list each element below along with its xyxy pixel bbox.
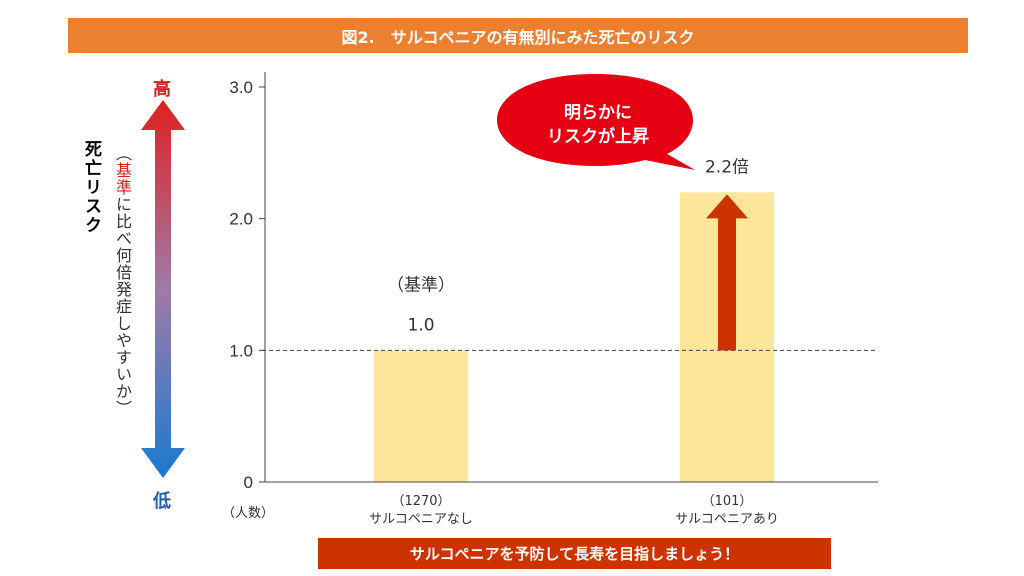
chart-title: 図2. サルコペニアの有無別にみた死亡のリスク: [68, 18, 968, 53]
note-red-word: 基準: [113, 162, 132, 196]
callout-line2: リスクが上昇: [547, 127, 649, 147]
y-axis-note: （基準に比べ何倍発症しやすいか）: [110, 145, 134, 417]
callout-bubble: [497, 74, 695, 170]
note-open: （: [113, 145, 132, 162]
reference-label: （基準）: [387, 275, 455, 295]
data-label: 2.2倍: [705, 157, 749, 177]
category-label: サルコペニアあり: [675, 512, 779, 527]
note-rest: に比べ何倍発症しやすいか）: [113, 196, 132, 417]
y-tick-label: 3.0: [229, 78, 253, 97]
y-tick-label: 0: [244, 473, 253, 492]
y-axis-title: 死亡リスク: [81, 140, 101, 235]
category-count: （1270）: [391, 494, 450, 509]
bar: [374, 350, 468, 482]
risk-gradient-arrow: [141, 100, 185, 478]
high-label: 高: [153, 79, 171, 100]
y-tick-label: 2.0: [229, 210, 253, 229]
people-count-label: （人数）: [222, 506, 275, 521]
callout-line1: 明らかに: [564, 103, 632, 123]
increase-arrow: [706, 194, 748, 351]
category-count: （101）: [702, 494, 753, 509]
callout-text: 明らかに リスクが上昇: [513, 101, 683, 149]
category-label: サルコペニアなし: [369, 512, 473, 527]
low-label: 低: [153, 491, 171, 512]
data-label: 1.0: [407, 315, 434, 335]
footer-message: サルコペニアを予防して長寿を目指しましょう！: [318, 538, 831, 569]
increase-arrow-shape: [706, 194, 748, 351]
y-tick-label: 1.0: [229, 341, 253, 360]
